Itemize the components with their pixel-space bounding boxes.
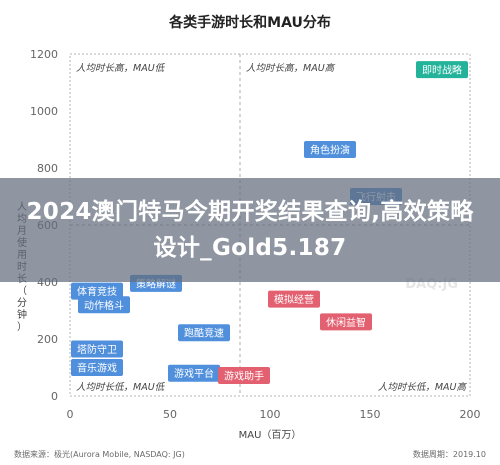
data-point: 动作格斗 [78, 296, 130, 314]
x-tick-label: 150 [360, 408, 381, 421]
chart-title: 各类手游时长和MAU分布 [168, 14, 331, 31]
data-point-label: 模拟经营 [274, 293, 314, 306]
data-point-label: 塔防守卫 [77, 343, 117, 356]
data-point: 模拟经营 [268, 290, 320, 308]
quadrant-label: 人均时长高，MAU高 [246, 62, 336, 74]
data-point-label: 角色扮演 [310, 143, 350, 156]
x-tick-label: 100 [260, 408, 281, 421]
data-point-box [320, 313, 372, 331]
data-point-box [71, 340, 123, 358]
data-point: 跑酷竞速 [178, 324, 230, 342]
quadrant-label: 人均时长低，MAU低 [76, 382, 166, 393]
y-tick-label: 1000 [30, 105, 58, 118]
data-point-label: 动作格斗 [84, 299, 124, 312]
data-point-label: 跑酷竞速 [184, 327, 224, 340]
x-tick-label: 200 [460, 408, 481, 421]
data-point: 游戏助手 [218, 366, 270, 384]
data-point-box [416, 61, 468, 79]
data-point: 休闲益智 [320, 313, 372, 331]
overlay-banner: 2024澳门特马今期开奖结果查询,高效策略设计_Gold5.187 [0, 178, 500, 282]
data-point-label: 游戏平台 [174, 367, 214, 380]
y-tick-label: 0 [51, 390, 58, 403]
source-note: 数据来源：极光(Aurora Mobile, NASDAQ: JG) [14, 450, 185, 459]
data-point-box [178, 324, 230, 342]
data-point-box [71, 359, 123, 376]
x-tick-label: 0 [67, 408, 74, 421]
data-point: 塔防守卫 [71, 340, 123, 358]
y-tick-label: 200 [37, 333, 58, 346]
y-tick-label: 1200 [30, 48, 58, 61]
data-period: 数据周期：2019.10 [412, 450, 486, 459]
quadrant-label: 人均时长低，MAU高 [378, 381, 468, 393]
data-point-box [78, 296, 130, 314]
data-point: 音乐游戏 [71, 359, 123, 376]
data-point-label: 游戏助手 [224, 369, 264, 382]
data-point: 体育竞技 [71, 282, 123, 300]
data-point-label: 体育竞技 [77, 285, 117, 298]
chart-axes: 020040060080010001200050100150200 [30, 48, 481, 421]
y-tick-label: 800 [37, 162, 58, 175]
data-point-box [218, 366, 270, 384]
data-point-box [168, 364, 220, 382]
chart-footer: 数据来源：极光(Aurora Mobile, NASDAQ: JG) 数据周期：… [14, 446, 486, 462]
data-point-label: 即时战略 [422, 64, 462, 77]
data-point: 即时战略 [416, 61, 468, 79]
data-point-box [304, 140, 356, 158]
x-axis-label: MAU（百万） [239, 429, 302, 441]
quadrant-label: 人均时长高，MAU低 [76, 62, 166, 74]
data-point: 角色扮演 [304, 140, 356, 158]
data-point-label: 休闲益智 [326, 316, 366, 329]
data-point-label: 音乐游戏 [77, 362, 117, 375]
x-tick-label: 50 [163, 408, 177, 421]
data-point-box [268, 290, 320, 308]
data-point-box [71, 282, 123, 300]
data-point: 游戏平台 [168, 364, 220, 382]
banner-text: 2024澳门特马今期开奖结果查询,高效策略设计_Gold5.187 [26, 199, 474, 261]
